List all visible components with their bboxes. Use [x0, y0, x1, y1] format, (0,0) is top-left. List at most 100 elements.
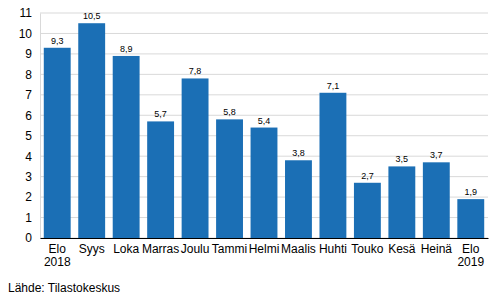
data-label: 1,9 — [465, 187, 478, 197]
bar — [423, 162, 450, 238]
y-tick-label: 8 — [25, 68, 32, 82]
x-tick: Kesä — [388, 238, 416, 256]
x-tick-label: Elo2018 — [44, 242, 71, 270]
y-tick-label: 7 — [25, 88, 32, 102]
x-tick-label-line: Elo — [49, 242, 67, 256]
data-label: 8,9 — [120, 44, 133, 54]
y-tick-label: 0 — [25, 231, 32, 245]
y-tick: 11 — [20, 6, 40, 20]
bar — [388, 166, 415, 238]
y-tick-label: 2 — [25, 190, 32, 204]
y-tick-label: 6 — [25, 109, 32, 123]
x-tick: Joulu — [181, 238, 210, 256]
bar — [457, 199, 484, 238]
data-label: 9,3 — [51, 36, 64, 46]
data-label: 7,8 — [189, 66, 202, 76]
data-label: 10,5 — [83, 11, 101, 21]
y-tick: 5 — [25, 129, 40, 143]
x-tick: Tammi — [212, 238, 247, 256]
bar — [182, 78, 209, 238]
y-tick: 7 — [25, 88, 40, 102]
x-tick-label-line: Maalis — [281, 242, 316, 256]
x-tick-label: Touko — [351, 242, 383, 256]
bar — [78, 23, 105, 238]
grid-line — [40, 74, 488, 75]
x-tick-label-line: Heinä — [421, 242, 453, 256]
x-tick-label: Joulu — [181, 242, 210, 256]
bars — [44, 23, 484, 238]
y-tick: 1 — [25, 211, 40, 225]
x-tick-label-line: Loka — [113, 242, 139, 256]
bar — [285, 160, 312, 238]
x-tick: Maalis — [281, 238, 316, 256]
bar — [147, 121, 174, 238]
source: Lähde: Tilastokeskus — [8, 281, 120, 295]
data-label: 5,8 — [223, 107, 236, 117]
x-tick-label-line: Huhti — [319, 242, 347, 256]
bar — [319, 93, 346, 238]
x-tick-label-line: 2018 — [44, 255, 71, 269]
y-axis-line — [40, 14, 41, 239]
data-label: 3,5 — [396, 154, 409, 164]
x-tick: Elo2019 — [457, 238, 484, 269]
data-label: 2,7 — [361, 171, 374, 181]
x-tick-label-line: Touko — [351, 242, 383, 256]
x-tick-label: Marras — [142, 242, 179, 256]
y-tick-label: 1 — [25, 211, 32, 225]
y-axis: 0 1 2 3 4 5 6 7 8 9 10 11 — [19, 6, 41, 245]
x-tick-label: Syys — [79, 242, 105, 256]
grid-line — [40, 53, 488, 54]
x-tick-label: Kesä — [388, 242, 416, 256]
x-tick-label: Helmi — [249, 242, 280, 256]
data-label: 5,7 — [154, 109, 167, 119]
bar — [354, 183, 381, 238]
y-tick: 0 — [25, 231, 40, 245]
y-tick: 9 — [25, 47, 40, 61]
data-label: 5,4 — [258, 116, 271, 126]
x-tick: Syys — [79, 238, 105, 256]
x-tick-label-line: Joulu — [181, 242, 210, 256]
x-tick: Elo2018 — [44, 238, 71, 269]
y-tick-label: 10 — [19, 27, 33, 41]
data-label: 3,8 — [292, 148, 305, 158]
x-tick: Touko — [351, 238, 383, 256]
grid-line — [40, 13, 488, 14]
x-tick-label-line: Elo — [462, 242, 480, 256]
x-tick: Marras — [142, 238, 179, 256]
y-tick-label: 3 — [25, 170, 32, 184]
grid — [40, 13, 488, 238]
x-tick-label: Tammi — [212, 242, 247, 256]
x-tick-label: Maalis — [281, 242, 316, 256]
y-tick-label: 9 — [25, 47, 32, 61]
x-tick: Loka — [113, 238, 139, 256]
bar — [251, 128, 278, 238]
y-tick: 4 — [25, 150, 40, 164]
y-tick: 6 — [25, 109, 40, 123]
grid-line — [40, 33, 488, 34]
bar — [44, 48, 71, 238]
bar — [113, 56, 140, 238]
y-tick: 3 — [25, 170, 40, 184]
grid-line — [40, 94, 488, 95]
data-label: 3,7 — [430, 150, 443, 160]
x-tick-label-line: Helmi — [249, 242, 280, 256]
x-tick-label: Elo2019 — [457, 242, 484, 270]
y-tick-label: 11 — [20, 6, 33, 20]
x-tick-label-line: 2019 — [457, 255, 484, 269]
x-tick: Heinä — [421, 238, 453, 256]
x-tick: Huhti — [319, 238, 347, 256]
y-tick-label: 5 — [25, 129, 32, 143]
x-tick: Helmi — [249, 238, 280, 256]
x-tick-label: Huhti — [319, 242, 347, 256]
x-tick-label-line: Kesä — [388, 242, 416, 256]
x-tick-label-line: Marras — [142, 242, 179, 256]
x-axis-line — [41, 238, 489, 239]
y-tick: 2 — [25, 190, 40, 204]
x-tick-label-line: Tammi — [212, 242, 247, 256]
y-tick-label: 4 — [25, 150, 32, 164]
y-tick: 8 — [25, 68, 40, 82]
x-tick-label-line: Syys — [79, 242, 105, 256]
plot: 0 1 2 3 4 5 6 7 8 9 10 11 9,3 10,5 8,9 5,7 7,8 5,8 5,4 3,8 7… — [19, 6, 489, 269]
x-axis: Elo2018SyysLokaMarrasJouluTammiHelmiMaal… — [41, 238, 489, 269]
data-label: 7,1 — [327, 81, 340, 91]
